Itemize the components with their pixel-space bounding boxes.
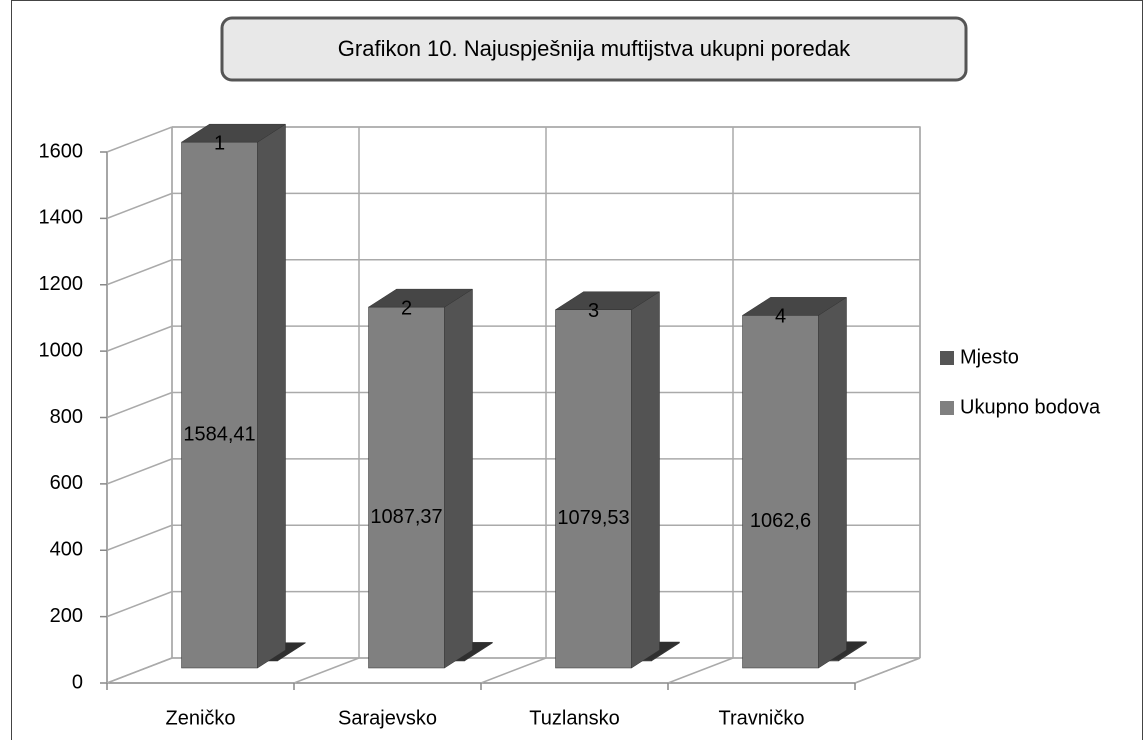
bar-top <box>741 297 848 316</box>
y-tick-label: 1400 <box>39 207 84 229</box>
data-label: 1584,41 <box>183 423 255 445</box>
y-tick-label: 1000 <box>39 339 84 361</box>
data-label: 2 <box>401 297 412 319</box>
grid-line <box>106 259 173 286</box>
bar-top <box>367 288 474 308</box>
grid-line <box>106 325 173 352</box>
floor-line <box>293 657 360 684</box>
bar-front <box>368 306 445 669</box>
legend-label: Mjesto <box>960 346 1019 368</box>
grid-line <box>106 590 173 618</box>
legend-label: Ukupno bodova <box>960 396 1101 418</box>
bar-front <box>181 141 258 669</box>
legend-swatch <box>940 401 954 415</box>
y-tick-label: 1200 <box>39 273 84 295</box>
plot-area: 0 200 400 600 800 1000 1200 1400 1600 Zeničko 1584… <box>39 123 921 729</box>
grid-line <box>106 192 173 220</box>
y-tick-label: 400 <box>50 539 83 561</box>
floor-line <box>480 657 547 684</box>
bar-top <box>554 291 661 310</box>
chart-title: Grafikon 10. Najuspješnija muftijstva uk… <box>338 36 851 61</box>
y-tick-label: 600 <box>50 472 83 494</box>
grid-line <box>106 458 173 485</box>
x-tick-label: Sarajevsko <box>338 707 437 729</box>
y-tick-label: 1600 <box>39 140 84 162</box>
title-box <box>220 16 968 82</box>
grid-line <box>106 391 173 419</box>
y-tick-label: 200 <box>50 605 83 627</box>
grid-line <box>106 524 173 551</box>
data-label: 1087,37 <box>370 506 442 528</box>
data-label: 1062,6 <box>750 510 811 532</box>
x-tick-label: Travničko <box>719 707 805 729</box>
data-label: 3 <box>588 300 599 322</box>
legend-swatch <box>940 351 954 365</box>
data-label: 4 <box>775 306 786 328</box>
bar-top <box>180 123 287 143</box>
y-tick-label: 800 <box>50 406 83 428</box>
y-tick-label: 0 <box>72 671 83 693</box>
grid-line <box>106 126 173 153</box>
bar-side <box>257 123 286 669</box>
bar-side <box>444 288 473 669</box>
bar-side <box>631 291 660 669</box>
bar-side <box>818 296 847 669</box>
floor-line <box>854 657 921 684</box>
floor-line <box>106 657 173 684</box>
data-label: 1 <box>214 132 225 154</box>
data-label: 1079,53 <box>557 507 629 529</box>
bar-front <box>555 309 632 669</box>
x-tick-label: Tuzlansko <box>529 707 619 729</box>
bar-front <box>742 315 819 669</box>
x-tick-label: Zeničko <box>165 707 235 729</box>
floor-line <box>667 657 734 684</box>
